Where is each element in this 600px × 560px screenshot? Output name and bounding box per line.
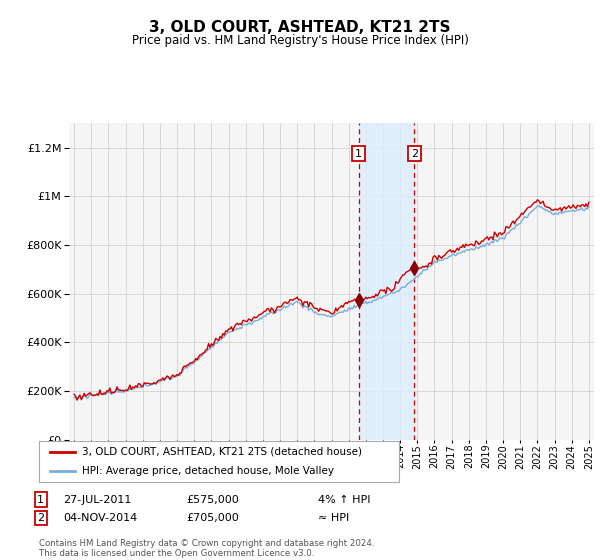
Text: Price paid vs. HM Land Registry's House Price Index (HPI): Price paid vs. HM Land Registry's House …: [131, 34, 469, 46]
Text: 3, OLD COURT, ASHTEAD, KT21 2TS (detached house): 3, OLD COURT, ASHTEAD, KT21 2TS (detache…: [82, 447, 362, 457]
Text: 1: 1: [37, 494, 44, 505]
Text: ≈ HPI: ≈ HPI: [318, 513, 349, 523]
Text: 2: 2: [411, 148, 418, 158]
Text: 2: 2: [37, 513, 44, 523]
Text: £575,000: £575,000: [186, 494, 239, 505]
Text: 4% ↑ HPI: 4% ↑ HPI: [318, 494, 371, 505]
Text: Contains HM Land Registry data © Crown copyright and database right 2024.
This d: Contains HM Land Registry data © Crown c…: [39, 539, 374, 558]
Text: 04-NOV-2014: 04-NOV-2014: [63, 513, 137, 523]
Text: 27-JUL-2011: 27-JUL-2011: [63, 494, 131, 505]
Text: £705,000: £705,000: [186, 513, 239, 523]
Bar: [359, 123, 415, 440]
Text: 3, OLD COURT, ASHTEAD, KT21 2TS: 3, OLD COURT, ASHTEAD, KT21 2TS: [149, 20, 451, 35]
Text: 1: 1: [355, 148, 362, 158]
Text: HPI: Average price, detached house, Mole Valley: HPI: Average price, detached house, Mole…: [82, 466, 334, 476]
